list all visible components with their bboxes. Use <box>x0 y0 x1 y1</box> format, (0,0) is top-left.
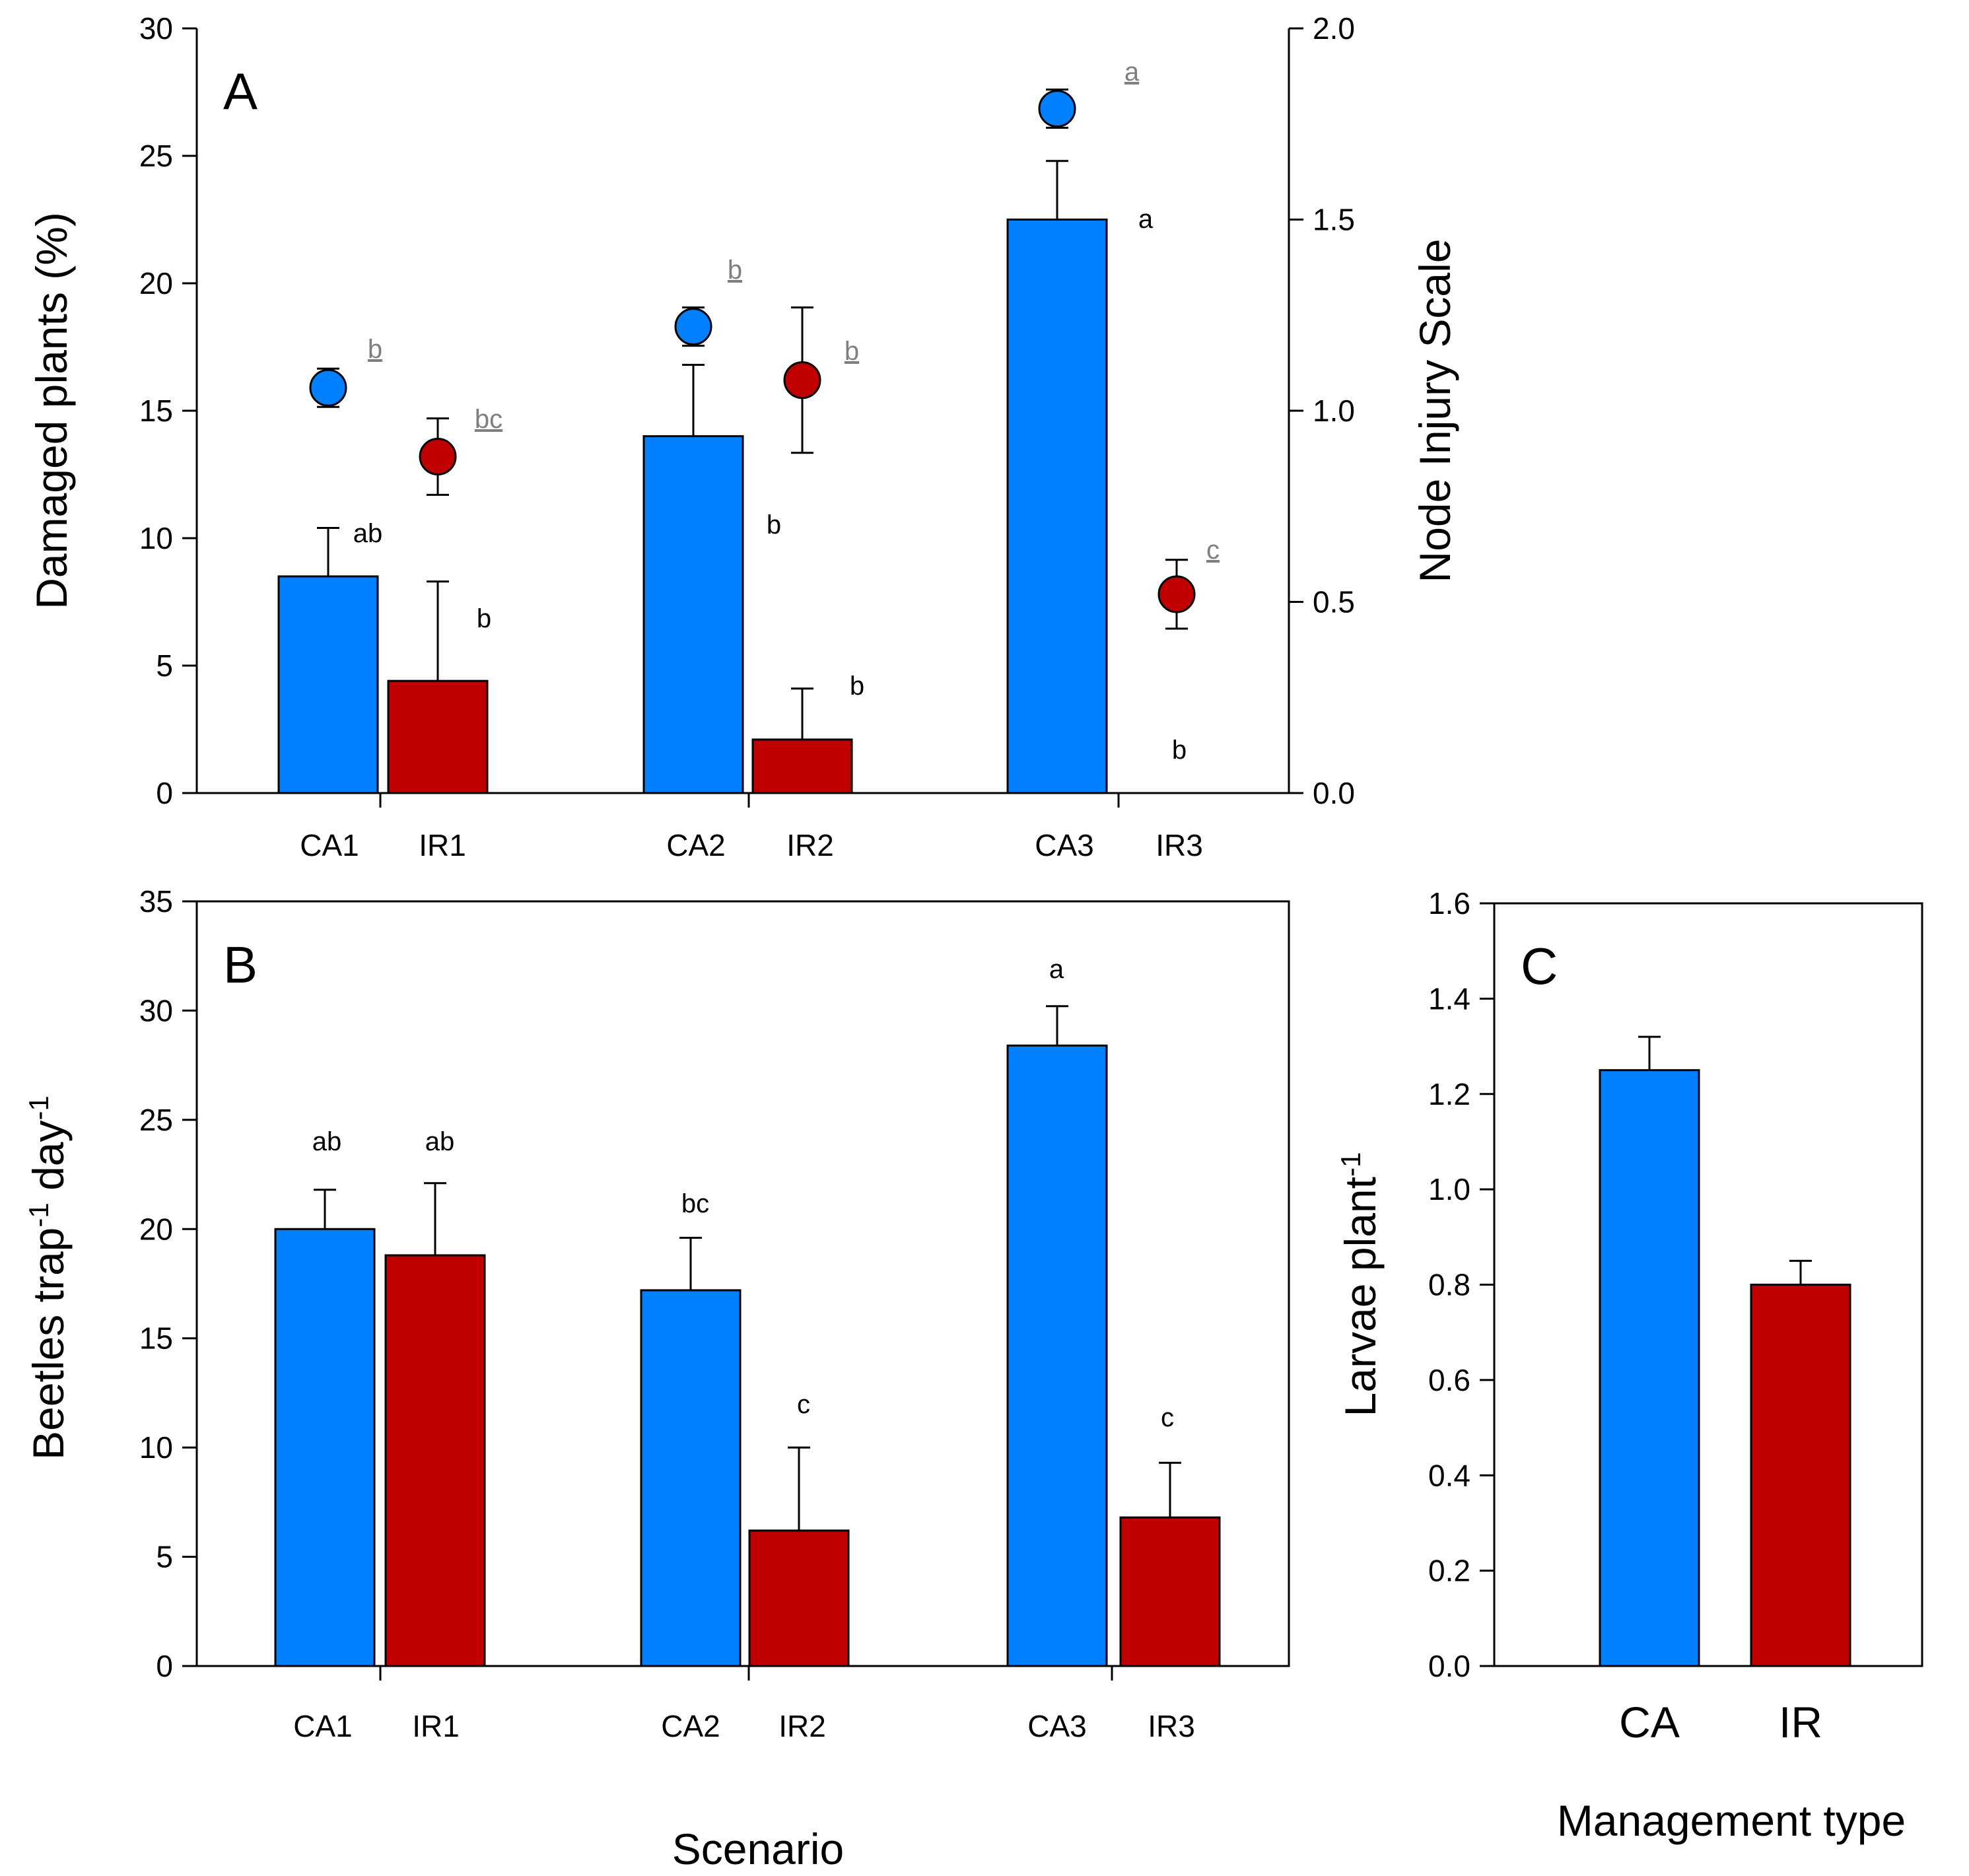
point-letter-A-IR2: b <box>845 337 859 366</box>
panel-letter-B: B <box>223 936 258 994</box>
y-tick-label-C: 0.6 <box>1428 1363 1470 1397</box>
x-axis-title-B: Scenario <box>672 1824 845 1873</box>
x-tick-label-B-IR2: IR2 <box>778 1709 826 1743</box>
bar-B-IR1 <box>384 1254 486 1667</box>
y-tick-label-B: 30 <box>139 993 173 1027</box>
y2-tick-label-A: 1.5 <box>1313 203 1355 237</box>
x-tick-label-A-IR1: IR1 <box>419 828 466 862</box>
bar-A-CA2 <box>642 435 744 794</box>
y-tick-label-A: 15 <box>139 394 173 428</box>
y-tick-label-B: 20 <box>139 1212 173 1246</box>
y-tick-label-C: 0.0 <box>1428 1649 1470 1683</box>
y-tick-label-C: 1.4 <box>1428 981 1470 1016</box>
bar-B-CA3 <box>1006 1044 1108 1667</box>
x-tick-label-A-IR3: IR3 <box>1156 828 1203 862</box>
x-axis-title-C: Management type <box>1557 1796 1906 1845</box>
y-tick-label-C: 1.0 <box>1428 1172 1470 1206</box>
y2-tick-label-A: 1.0 <box>1313 394 1355 428</box>
bar-letter-A-CA1: ab <box>353 519 383 548</box>
bar-B-IR3 <box>1119 1516 1221 1667</box>
panel-letter-A: A <box>223 62 258 120</box>
y-tick-label-B: 25 <box>139 1103 173 1137</box>
point-letter-A-IR1: bc <box>475 405 502 434</box>
bar-letter-B-CA1: ab <box>312 1127 342 1156</box>
bar-B-CA2 <box>640 1289 742 1667</box>
x-tick-label-B-CA2: CA2 <box>661 1709 720 1743</box>
y2-axis-title-A: Node Injury Scale <box>1410 239 1459 583</box>
bar-letter-A-CA2: b <box>767 510 781 539</box>
bar-B-CA1 <box>274 1228 376 1667</box>
point-A-CA2 <box>674 308 712 346</box>
plot-frame-C <box>1493 902 1923 1667</box>
plot-frame-B <box>195 900 1290 1667</box>
bar-letter-A-IR2: b <box>850 672 864 701</box>
y2-tick-label-A: 0.0 <box>1313 776 1355 810</box>
bar-C-CA <box>1599 1069 1700 1667</box>
point-A-CA1 <box>309 368 347 407</box>
y-tick-label-C: 0.2 <box>1428 1554 1470 1588</box>
bar-letter-B-CA3: a <box>1049 955 1064 984</box>
y-tick-label-A: 30 <box>139 11 173 46</box>
y-axis-title-C: Larvae plant-1 <box>1335 1152 1385 1417</box>
point-letter-A-CA1: b <box>368 335 382 364</box>
y-tick-label-C: 1.6 <box>1428 886 1470 921</box>
x-tick-label-B-CA1: CA1 <box>293 1709 352 1743</box>
point-A-CA3 <box>1038 90 1076 128</box>
y-tick-label-A: 5 <box>156 648 173 683</box>
bar-letter-A-CA3: a <box>1138 205 1154 234</box>
point-A-IR3 <box>1157 575 1196 613</box>
x-tick-label-A-CA3: CA3 <box>1035 828 1093 862</box>
y-axis-title-B: Beetles trap-1 day-1 <box>23 1095 73 1460</box>
y-tick-label-B: 35 <box>139 884 173 919</box>
x-tick-label-B-IR3: IR3 <box>1148 1709 1195 1743</box>
panel-letter-C: C <box>1521 937 1558 995</box>
y-tick-label-C: 0.4 <box>1428 1458 1470 1492</box>
x-tick-label-B-IR1: IR1 <box>412 1709 460 1743</box>
point-letter-A-IR3: c <box>1206 536 1220 565</box>
bar-letter-A-IR3: b <box>1172 736 1187 765</box>
bar-C-IR <box>1750 1284 1851 1667</box>
y-tick-label-B: 0 <box>156 1649 173 1683</box>
point-letter-A-CA2: b <box>728 256 742 285</box>
y-tick-label-A: 20 <box>139 266 173 300</box>
bar-A-IR2 <box>751 738 853 794</box>
bar-B-IR2 <box>748 1529 850 1667</box>
bar-letter-B-IR2: c <box>797 1390 810 1419</box>
bar-letter-A-IR1: b <box>477 604 491 633</box>
y-tick-label-A: 10 <box>139 521 173 555</box>
y2-tick-label-A: 2.0 <box>1313 11 1355 46</box>
x-tick-label-B-CA3: CA3 <box>1027 1709 1086 1743</box>
y2-tick-label-A: 0.5 <box>1313 585 1355 619</box>
bar-letter-B-CA2: bc <box>681 1189 709 1218</box>
y-tick-label-C: 1.2 <box>1428 1077 1470 1111</box>
y-tick-label-B: 10 <box>139 1430 173 1465</box>
bar-A-CA1 <box>277 575 379 794</box>
x-tick-label-C-IR: IR <box>1779 1698 1822 1747</box>
point-A-IR2 <box>783 361 821 400</box>
y-tick-label-B: 5 <box>156 1540 173 1574</box>
y-axis-title-A: Damaged plants (%) <box>27 212 76 609</box>
point-A-IR1 <box>419 437 457 475</box>
y-tick-label-B: 15 <box>139 1321 173 1356</box>
x-tick-label-C-CA: CA <box>1619 1698 1680 1747</box>
bar-A-IR1 <box>387 679 489 794</box>
y-tick-label-C: 0.8 <box>1428 1268 1470 1302</box>
bar-A-CA3 <box>1006 219 1108 794</box>
bar-letter-B-IR3: c <box>1161 1403 1174 1432</box>
x-tick-label-A-CA1: CA1 <box>300 828 359 862</box>
point-letter-A-CA3: a <box>1124 57 1140 87</box>
y-tick-label-A: 0 <box>156 776 173 810</box>
x-tick-label-A-CA2: CA2 <box>666 828 725 862</box>
bar-letter-B-IR1: ab <box>425 1127 455 1156</box>
x-tick-label-A-IR2: IR2 <box>786 828 834 862</box>
y-tick-label-A: 25 <box>139 139 173 173</box>
